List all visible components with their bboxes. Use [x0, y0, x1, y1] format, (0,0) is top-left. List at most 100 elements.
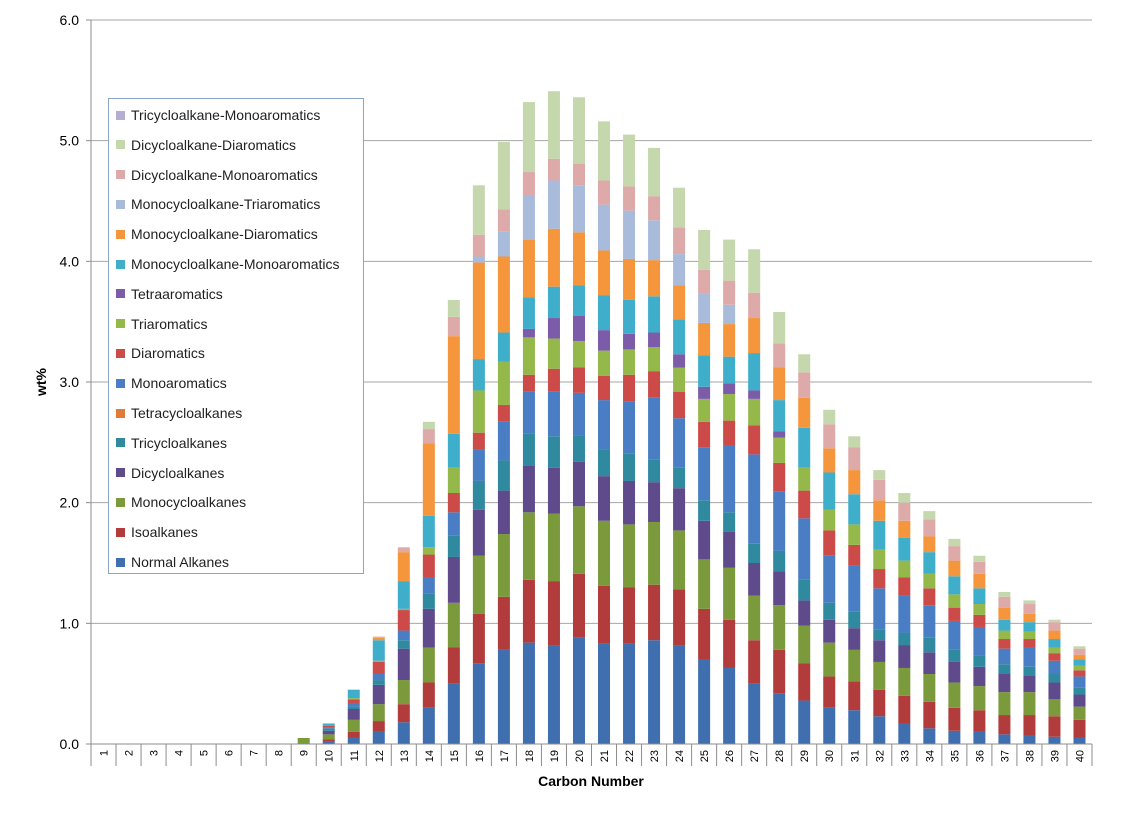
bar-segment	[1048, 736, 1061, 744]
bar-segment	[623, 333, 636, 350]
bar-segment	[572, 340, 585, 368]
bar-segment	[372, 640, 385, 661]
bar-segment	[472, 185, 485, 235]
y-tick-label: 4.0	[60, 253, 80, 269]
bar-segment	[447, 299, 460, 317]
x-tick-label: 38	[1024, 750, 1036, 762]
bar-segment	[923, 573, 936, 589]
bar-segment	[497, 141, 510, 210]
bar-segment	[748, 398, 761, 426]
bar-segment	[572, 315, 585, 341]
x-tick-label: 17	[499, 750, 511, 762]
bar-segment	[973, 666, 986, 687]
legend-item: Tetracycloalkanes	[116, 403, 242, 423]
x-tick-label: 7	[249, 750, 261, 756]
bar-segment	[572, 392, 585, 436]
bar-segment	[372, 731, 385, 744]
bar-segment	[372, 660, 385, 662]
bar-segment	[447, 336, 460, 434]
bar-segment	[823, 642, 836, 677]
legend-item: Normal Alkanes	[116, 552, 229, 572]
legend-label: Dicycloalkanes	[131, 464, 225, 481]
bar-segment	[698, 421, 711, 448]
bar-segment	[1073, 676, 1086, 688]
bar-segment	[598, 330, 611, 351]
bar-segment	[472, 256, 485, 263]
bar-segment	[773, 571, 786, 606]
bar-segment	[1073, 670, 1086, 677]
bar-segment	[998, 630, 1011, 640]
bar-segment	[798, 518, 811, 580]
bar-segment	[748, 563, 761, 596]
bar-segment	[898, 645, 911, 668]
bar-segment	[472, 613, 485, 664]
bar-segment	[397, 630, 410, 641]
bar-segment	[522, 102, 535, 173]
bar-segment	[447, 535, 460, 557]
x-tick-label: 4	[174, 750, 186, 756]
y-tick-label: 0.0	[60, 736, 80, 752]
bar-segment	[673, 319, 686, 355]
legend-item: Monocycloalkanes	[116, 492, 246, 512]
bar-segment	[598, 121, 611, 181]
bar-segment	[773, 367, 786, 401]
bar-segment	[547, 91, 560, 159]
bar-segment	[572, 285, 585, 316]
bar-segment	[372, 684, 385, 705]
bar-segment	[623, 186, 636, 211]
legend-swatch	[116, 199, 125, 209]
bar-segment	[898, 493, 911, 503]
bar-segment	[522, 239, 535, 298]
y-tick-label: 2.0	[60, 495, 80, 511]
bar-segment	[973, 555, 986, 562]
bar-segment	[798, 490, 811, 519]
y-tick-label: 5.0	[60, 133, 80, 149]
bar-segment	[648, 260, 661, 297]
bar-segment	[522, 642, 535, 744]
bar-segment	[322, 728, 335, 731]
bar-segment	[673, 187, 686, 228]
bar-segment	[923, 588, 936, 606]
bar-segment	[898, 502, 911, 521]
bar-segment	[698, 293, 711, 323]
bar-segment	[748, 454, 761, 544]
bar-segment	[773, 437, 786, 463]
bar-segment	[723, 512, 736, 532]
bar-segment	[848, 447, 861, 471]
legend: Tricycloalkane-Monoaromatics Dicycloalkan…	[108, 98, 364, 574]
bar-segment	[397, 704, 410, 723]
bar-segment	[948, 576, 961, 595]
bar-segment	[748, 640, 761, 684]
bar-segment	[1023, 666, 1036, 676]
x-tick-label: 15	[449, 750, 461, 762]
bar-segment	[923, 674, 936, 702]
bar-segment	[397, 680, 410, 705]
bar-segment	[547, 467, 560, 514]
bar-segment	[623, 453, 636, 481]
bar-segment	[748, 425, 761, 455]
x-tick-label: 18	[524, 750, 536, 762]
bar-segment	[472, 449, 485, 481]
legend-swatch	[116, 468, 125, 478]
bar-segment	[898, 537, 911, 561]
bar-segment	[623, 524, 636, 588]
bar-segment	[723, 394, 736, 421]
x-tick-label: 23	[649, 750, 661, 762]
bar-segment	[347, 702, 360, 707]
bar-segment	[447, 647, 460, 684]
bar-segment	[572, 573, 585, 638]
bar-segment	[372, 661, 385, 675]
bar-segment	[472, 509, 485, 556]
bar-segment	[723, 356, 736, 384]
bar-segment	[1023, 715, 1036, 736]
bar-segment	[873, 500, 886, 521]
bar-segment	[648, 220, 661, 261]
bar-segment	[673, 418, 686, 468]
legend-label: Tetracycloalkanes	[131, 405, 243, 421]
bar-segment	[623, 258, 636, 300]
bar-segment	[522, 374, 535, 392]
bar-segment	[347, 709, 360, 720]
bar-segment	[397, 648, 410, 681]
legend-label: Tricycloalkanes	[131, 434, 227, 451]
